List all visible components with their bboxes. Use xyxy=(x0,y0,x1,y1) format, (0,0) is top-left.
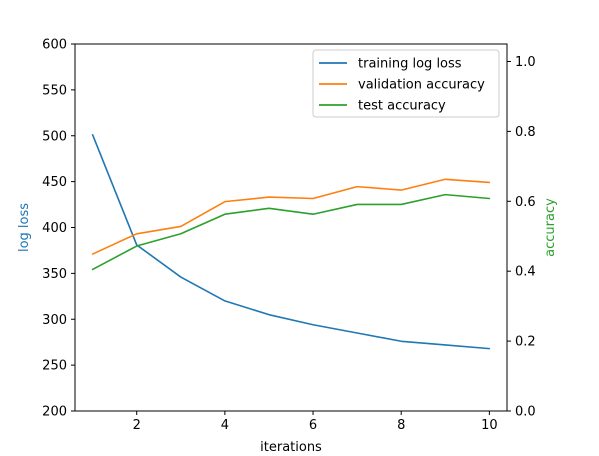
x-axis: 2 4 6 8 10 xyxy=(133,411,498,433)
y-right-tick-label: 1.0 xyxy=(515,55,536,70)
legend-entry: test accuracy xyxy=(358,99,446,114)
y-left-tick-label: 300 xyxy=(42,313,67,328)
x-tick-label: 6 xyxy=(309,418,317,433)
x-tick-label: 8 xyxy=(397,418,405,433)
x-axis-label: iterations xyxy=(260,440,322,455)
y-left-tick-label: 350 xyxy=(42,267,67,282)
y-right-tick-label: 0.4 xyxy=(515,265,536,280)
series-line-1 xyxy=(91,134,491,350)
plot-area xyxy=(91,134,491,350)
legend-entry: validation accuracy xyxy=(358,78,485,93)
y-right-tick-label: 0.8 xyxy=(515,125,536,140)
x-tick-label: 4 xyxy=(221,418,229,433)
axes-frame xyxy=(74,43,508,412)
legend: training log loss validation accuracy test… xyxy=(312,49,500,118)
legend-box xyxy=(312,49,500,118)
y-left-tick-label: 200 xyxy=(42,405,67,420)
x-tick-label: 10 xyxy=(481,418,498,433)
y-right-tick-label: 0.6 xyxy=(515,195,536,210)
series-line-2 xyxy=(91,178,491,255)
y-axis-left-label: log loss xyxy=(17,203,32,252)
y-axis-right-label: accuracy xyxy=(543,198,558,257)
y-axis-left: 200 250 300 350 400 450 500 550 600 xyxy=(42,38,75,420)
y-left-tick-label: 550 xyxy=(42,83,67,98)
y-left-tick-label: 250 xyxy=(42,359,67,374)
y-axis-right: 0.0 0.2 0.4 0.6 0.8 1.0 xyxy=(507,55,536,420)
y-left-tick-label: 500 xyxy=(42,129,67,144)
y-left-tick-label: 450 xyxy=(42,175,67,190)
y-left-tick-label: 400 xyxy=(42,221,67,236)
y-right-tick-label: 0.0 xyxy=(515,405,536,420)
x-tick-label: 2 xyxy=(133,418,141,433)
legend-entry: training log loss xyxy=(358,57,462,72)
y-left-tick-label: 600 xyxy=(42,38,67,53)
y-right-tick-label: 0.2 xyxy=(515,335,536,350)
series-line-3 xyxy=(91,193,491,271)
